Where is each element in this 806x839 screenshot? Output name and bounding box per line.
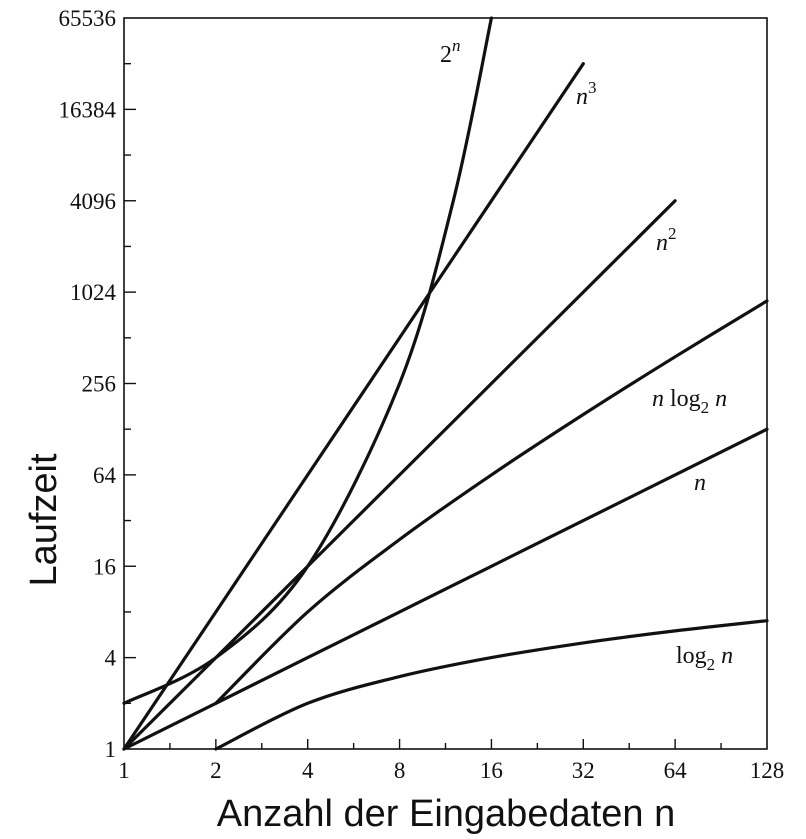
- y-tick-label: 16384: [59, 97, 117, 122]
- y-axis-tick-labels: 1 4 16 64 256 1024 4096 16384 65536: [59, 6, 117, 762]
- curve-2-n: [122, 16, 493, 705]
- x-tick-label: 2: [210, 758, 222, 783]
- curve-label-n-2: n2: [656, 224, 677, 256]
- curve-n-log2-n: [214, 299, 769, 705]
- y-tick-label: 256: [82, 372, 117, 397]
- x-tick-label: 16: [480, 758, 503, 783]
- x-axis-title: Anzahl der Eingabedaten n: [217, 793, 675, 835]
- curves: [122, 16, 769, 751]
- curve-labels: 2n n3 n2 n log2 n n log2 n: [440, 36, 733, 674]
- curve-label-n-log2-n: n log2 n: [652, 386, 727, 417]
- x-tick-label: 64: [664, 758, 688, 783]
- x-tick-label: 128: [750, 758, 785, 783]
- x-tick-label: 8: [394, 758, 406, 783]
- x-axis-tick-labels: 1 2 4 8 16 32 64 128: [118, 758, 784, 783]
- curve-label-n-3: n3: [576, 78, 597, 110]
- curve-label-log2-n: log2 n: [676, 643, 733, 674]
- y-tick-label: 1: [105, 737, 117, 762]
- curve-n-2: [122, 199, 677, 751]
- curve-n: [122, 427, 769, 751]
- y-tick-label: 4096: [70, 189, 116, 214]
- curve-label-n: n: [694, 470, 706, 496]
- plot-frame: [123, 17, 768, 750]
- curve-label-2-n: 2n: [440, 36, 461, 68]
- x-tick-label: 4: [302, 758, 314, 783]
- x-tick-label: 1: [118, 758, 130, 783]
- y-axis-title: Laufzeit: [23, 453, 65, 587]
- y-tick-label: 64: [93, 463, 117, 488]
- curve-n-3: [122, 62, 585, 751]
- y-tick-label: 16: [93, 554, 116, 579]
- y-tick-label: 4: [105, 646, 117, 671]
- curve-log2-n: [214, 619, 769, 751]
- y-tick-label: 65536: [59, 6, 117, 31]
- y-tick-label: 1024: [70, 280, 117, 305]
- axis-ticks: [124, 62, 722, 749]
- x-tick-label: 32: [572, 758, 595, 783]
